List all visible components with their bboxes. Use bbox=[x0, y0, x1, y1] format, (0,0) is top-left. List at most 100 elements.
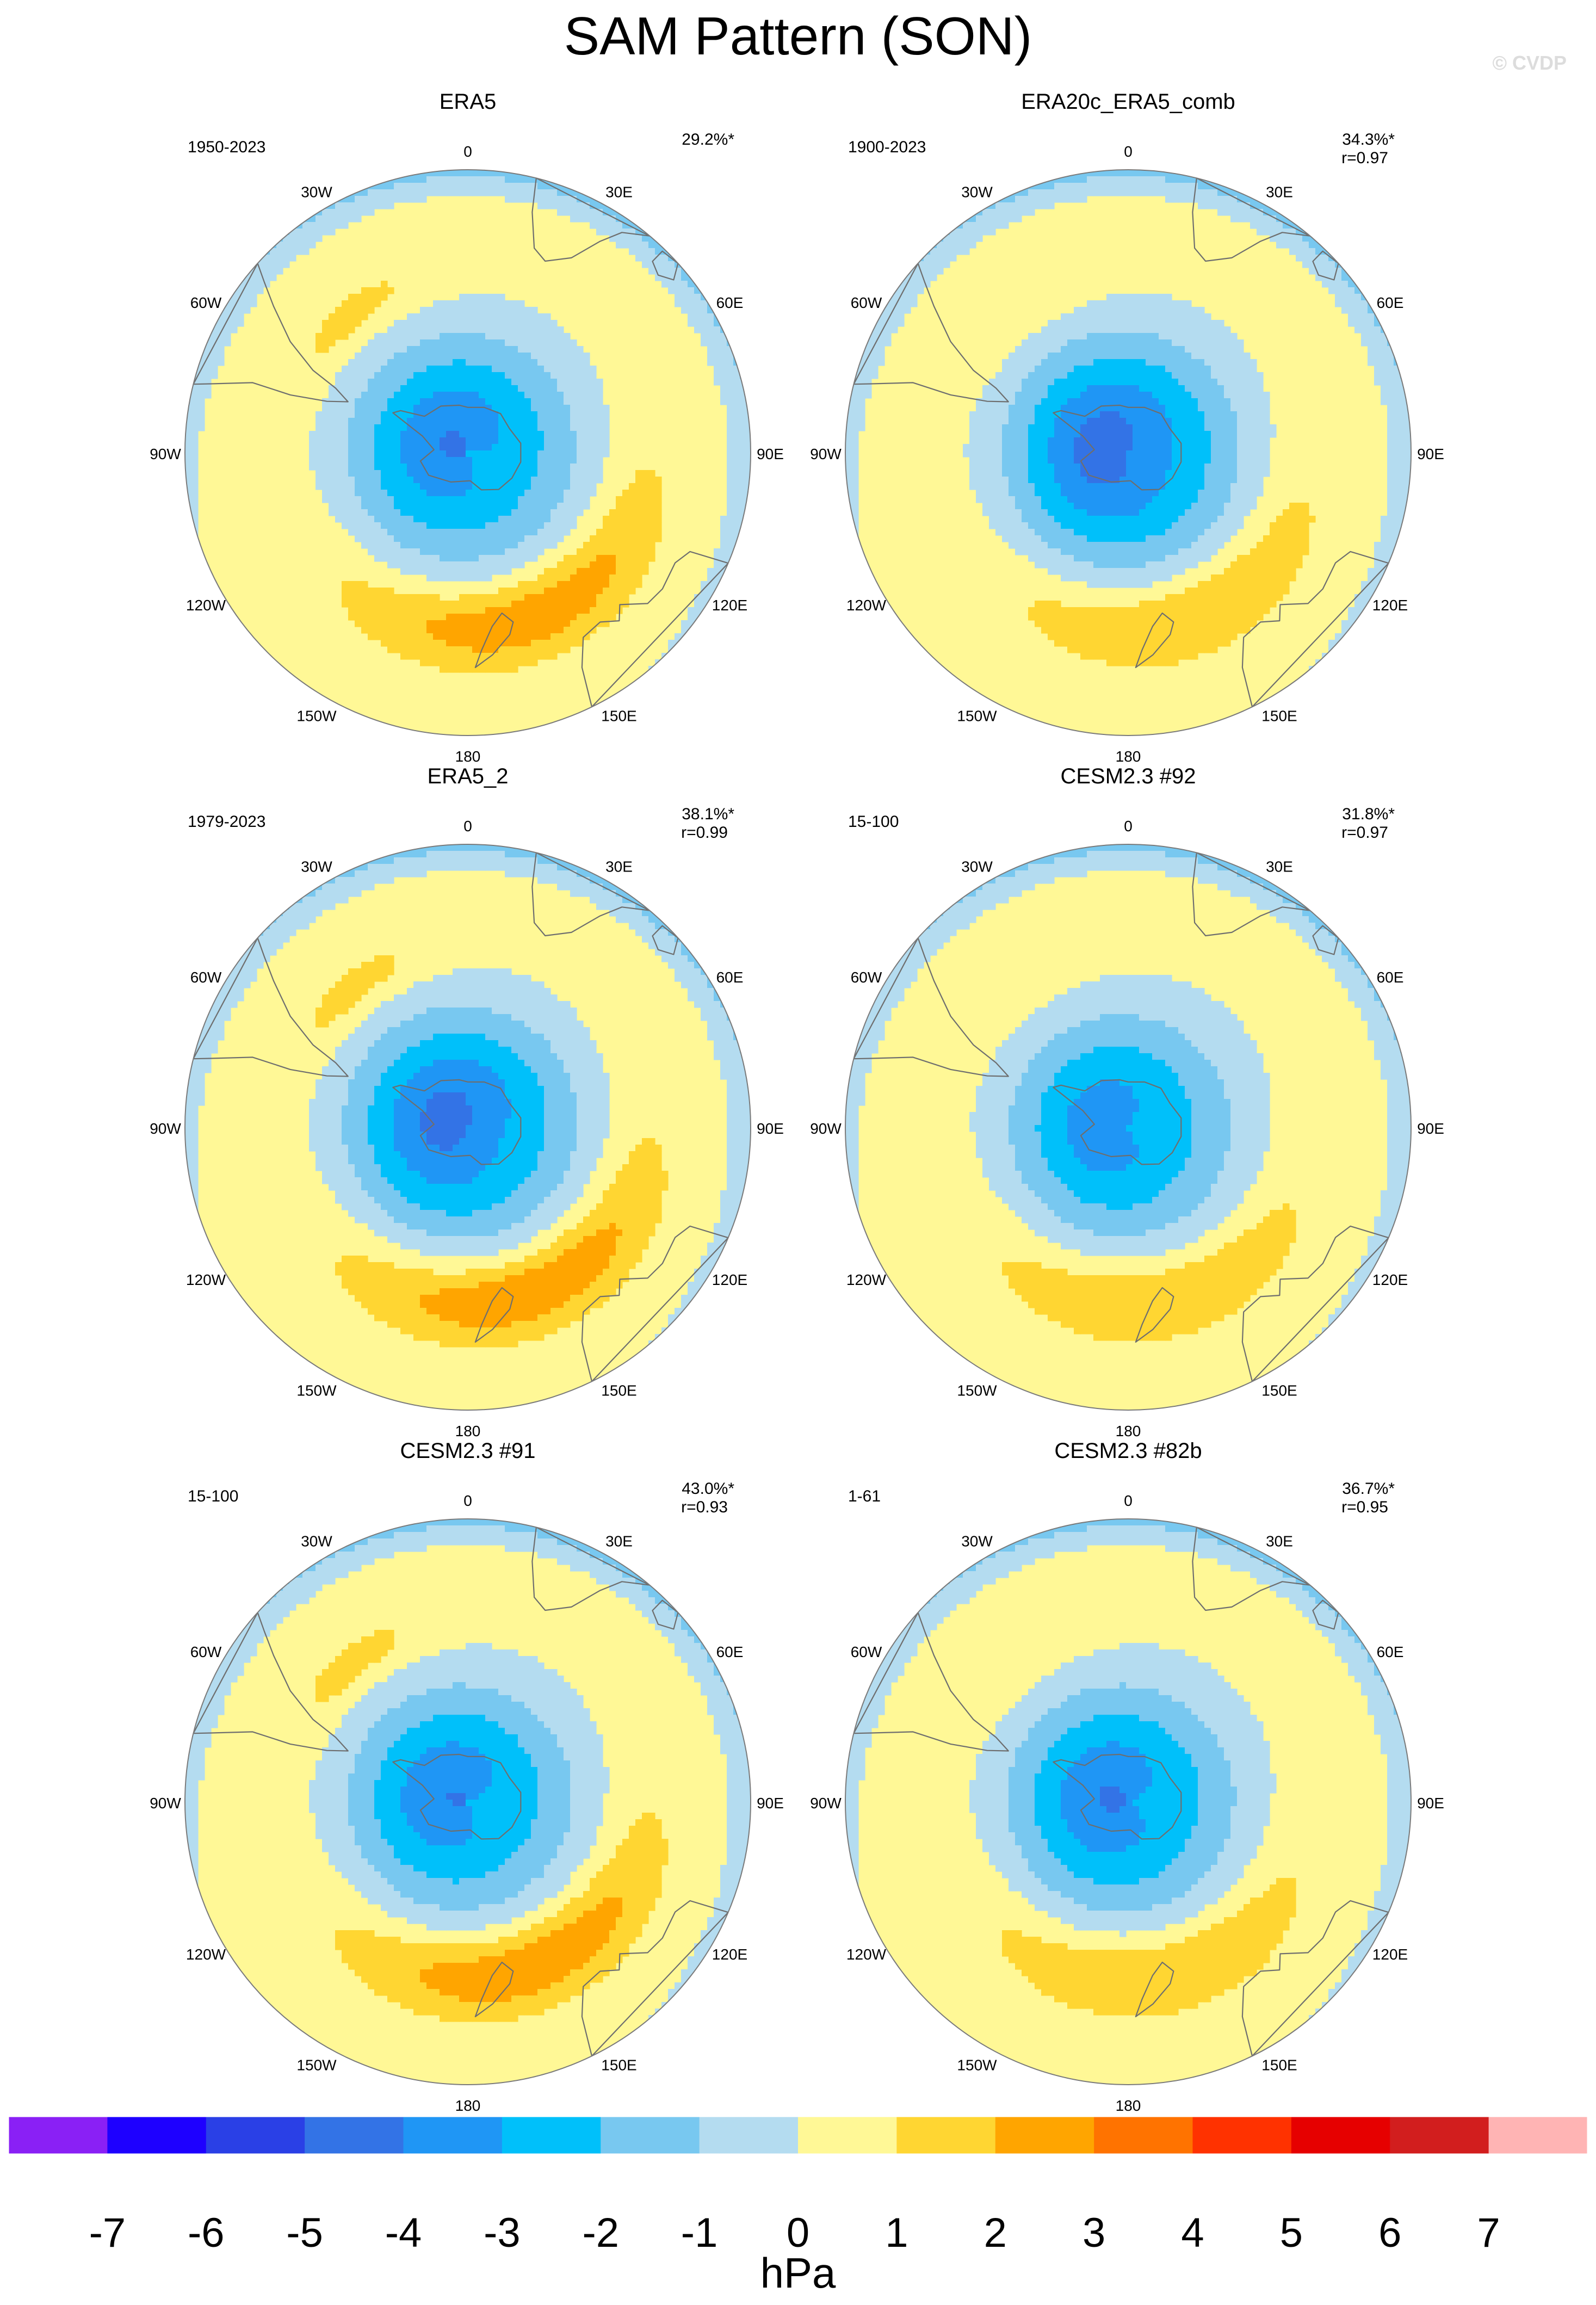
colorbar-swatch bbox=[1488, 2117, 1588, 2154]
lon-label: 60E bbox=[1377, 294, 1404, 311]
lon-label: 0 bbox=[463, 1492, 472, 1509]
slp-field bbox=[845, 844, 1411, 1410]
australia-outline bbox=[1241, 1225, 1389, 1382]
africa-outline bbox=[531, 177, 651, 262]
figure-title: SAM Pattern (SON) bbox=[564, 6, 1032, 66]
panel-title: CESM2.3 #91 bbox=[400, 1439, 535, 1463]
lon-label: 0 bbox=[1124, 143, 1133, 160]
lon-label: 120E bbox=[712, 1946, 747, 1963]
antarctica-outline bbox=[392, 1753, 522, 1840]
colorbar-tick-label: 4 bbox=[1181, 2210, 1204, 2256]
lon-label: 0 bbox=[463, 143, 472, 160]
map-border bbox=[184, 1518, 751, 2085]
colorbar-tick-label: -2 bbox=[583, 2210, 620, 2256]
africa-outline bbox=[1192, 1527, 1311, 1611]
colorbar-swatch bbox=[995, 2117, 1094, 2154]
lon-label: 180 bbox=[455, 1423, 481, 1439]
lon-label: 120E bbox=[1372, 1271, 1408, 1288]
colorbar-swatch bbox=[206, 2117, 305, 2154]
panel-title: CESM2.3 #92 bbox=[1060, 764, 1196, 788]
lon-label: 90W bbox=[810, 446, 842, 462]
colorbar-tick-label: 3 bbox=[1082, 2210, 1105, 2256]
lon-label: 150E bbox=[1261, 708, 1297, 725]
lon-label: 90E bbox=[1417, 446, 1444, 462]
panel-title: ERA5 bbox=[440, 90, 497, 114]
colorbar-tick-label: 0 bbox=[787, 2210, 809, 2256]
lon-label: 150E bbox=[601, 2057, 636, 2074]
lon-label: 60E bbox=[1377, 1643, 1404, 1660]
lon-label: 180 bbox=[455, 2097, 481, 2114]
panel-5: 0 30E 60E 90E 120E 150E 180 150W 120W 90W 60W 30W CE… bbox=[150, 1439, 784, 2114]
lon-label: 30E bbox=[605, 1533, 633, 1550]
madagascar-outline bbox=[652, 925, 679, 955]
lon-label: 30E bbox=[1266, 858, 1293, 875]
colorbar-tick-label: -6 bbox=[188, 2210, 225, 2256]
lon-label: 120E bbox=[1372, 597, 1408, 614]
africa-outline bbox=[531, 852, 651, 937]
slp-field bbox=[845, 1519, 1411, 2085]
colorbar-swatch bbox=[107, 2117, 207, 2154]
colorbar: -7 -6 -5 -4 -3 -2 -1 0 1 2 3 4 5 6 7 bbox=[8, 2116, 1588, 2256]
panel-pattern-corr: r=0.97 bbox=[1341, 824, 1388, 842]
africa-outline bbox=[1192, 852, 1311, 937]
lon-label: 60W bbox=[851, 1643, 882, 1660]
panel-pct-variance: 36.7%* bbox=[1342, 1480, 1395, 1498]
lon-label: 120E bbox=[712, 1271, 747, 1288]
lon-label: 60E bbox=[716, 969, 744, 986]
colorbar-tick-label: 5 bbox=[1280, 2210, 1303, 2256]
lon-label: 0 bbox=[1124, 818, 1133, 835]
colorbar-swatch bbox=[1192, 2117, 1292, 2154]
colorbar-swatch bbox=[896, 2117, 996, 2154]
panel-pattern-corr: r=0.95 bbox=[1341, 1498, 1388, 1516]
lon-label: 0 bbox=[1124, 1492, 1133, 1509]
lon-label: 60W bbox=[851, 294, 882, 311]
lon-label: 0 bbox=[463, 818, 472, 835]
panel-2: 0 30E 60E 90E 120E 150E 180 150W 120W 90W 60W 30W ER… bbox=[810, 90, 1444, 765]
panel-title: ERA20c_ERA5_comb bbox=[1021, 90, 1235, 114]
colorbar-swatch bbox=[798, 2117, 897, 2154]
panel-pattern-corr: r=0.99 bbox=[681, 824, 728, 842]
colorbar-tick-label: -7 bbox=[89, 2210, 126, 2256]
panel-pattern-corr: r=0.97 bbox=[1341, 149, 1388, 167]
lon-label: 60E bbox=[716, 294, 744, 311]
colorbar-tick-label: 7 bbox=[1477, 2210, 1500, 2256]
madagascar-outline bbox=[1312, 250, 1339, 281]
lon-label: 120W bbox=[846, 597, 887, 614]
colorbar-swatch bbox=[1291, 2117, 1390, 2154]
madagascar-outline bbox=[652, 1599, 679, 1630]
colorbar-swatch bbox=[305, 2117, 404, 2154]
map-border bbox=[845, 1518, 1412, 2085]
panel-title: CESM2.3 #82b bbox=[1054, 1439, 1202, 1463]
panel-period: 1979-2023 bbox=[188, 813, 265, 831]
panel-period: 15-100 bbox=[848, 813, 899, 831]
cvdp-watermark: © CVDP bbox=[1492, 52, 1567, 74]
lon-label: 30W bbox=[301, 858, 332, 875]
lon-label: 30E bbox=[605, 184, 633, 201]
madagascar-outline bbox=[1312, 1599, 1339, 1630]
lon-label: 30W bbox=[961, 1533, 993, 1550]
lon-label: 180 bbox=[455, 748, 481, 765]
panel-pct-variance: 29.2%* bbox=[682, 131, 734, 149]
lon-label: 60W bbox=[190, 1643, 222, 1660]
new-zealand-outline bbox=[1135, 612, 1174, 669]
slp-field bbox=[185, 170, 751, 736]
lon-label: 180 bbox=[1116, 1423, 1141, 1439]
lon-label: 150W bbox=[957, 708, 997, 725]
lon-label: 150W bbox=[957, 2057, 997, 2074]
new-zealand-outline bbox=[474, 1287, 514, 1343]
lon-label: 60W bbox=[190, 294, 222, 311]
map-border bbox=[845, 169, 1412, 736]
colorbar-tick-label: 6 bbox=[1378, 2210, 1401, 2256]
lon-label: 60W bbox=[190, 969, 222, 986]
lon-label: 30E bbox=[1266, 184, 1293, 201]
colorbar-swatch bbox=[699, 2117, 799, 2154]
australia-outline bbox=[581, 1900, 729, 2057]
antarctica-outline bbox=[1053, 1753, 1182, 1840]
lon-label: 90W bbox=[150, 1795, 181, 1812]
lon-label: 90E bbox=[1417, 1120, 1444, 1137]
lon-label: 30W bbox=[961, 184, 993, 201]
lon-label: 90E bbox=[1417, 1795, 1444, 1812]
madagascar-outline bbox=[652, 250, 679, 281]
panel-pct-variance: 31.8%* bbox=[1342, 805, 1395, 823]
